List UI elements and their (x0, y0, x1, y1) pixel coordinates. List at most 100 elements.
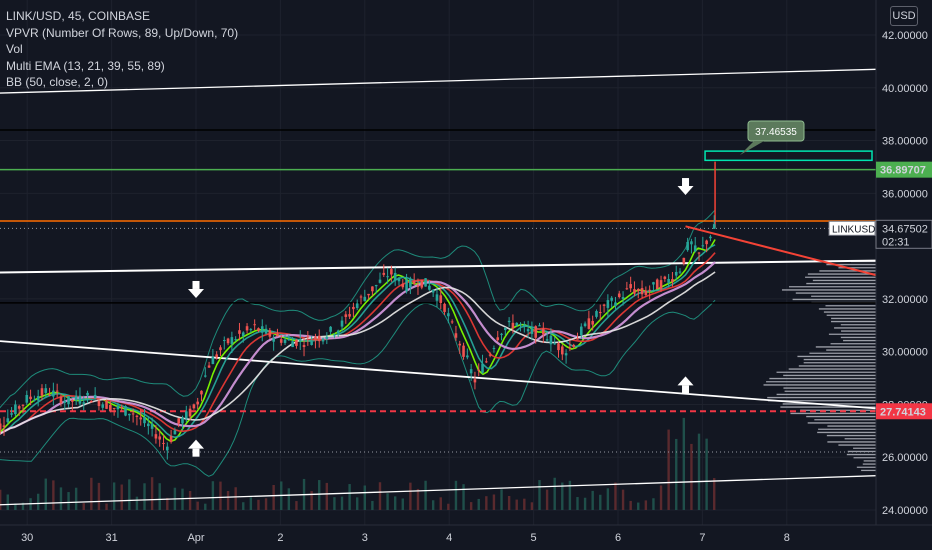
currency-button[interactable]: USD (890, 6, 918, 26)
candle-body (279, 339, 283, 343)
candle-body (644, 290, 648, 295)
red-price-tag-text: 27.74143 (880, 406, 926, 418)
markers (188, 178, 694, 457)
candle-body (302, 345, 306, 348)
candle-body (325, 336, 329, 340)
horizontal-levels (0, 129, 876, 453)
candle-body (390, 269, 393, 275)
legend-vpvr[interactable]: VPVR (Number Of Rows, 89, Up/Down, 70) (6, 25, 239, 40)
candle-body (671, 279, 674, 282)
candle-body (712, 224, 716, 229)
trend-upper-channel (0, 68, 877, 94)
volume-bar (21, 502, 25, 510)
callout-bubble: 37.46535 (740, 120, 805, 155)
legend-ema[interactable]: Multi EMA (13, 21, 39, 55, 89) (6, 58, 165, 73)
candle-body (196, 401, 199, 405)
candle-body (640, 288, 644, 295)
candle-body (401, 283, 405, 288)
candle-body (314, 336, 317, 340)
trend-descending (0, 340, 877, 410)
time-tick-label: Apr (187, 532, 204, 544)
candle-body (276, 333, 279, 337)
candle-body (636, 289, 640, 292)
candle-body (625, 288, 629, 290)
price-axis-bg (876, 0, 932, 550)
candle-body (583, 323, 587, 327)
candle-body (409, 278, 412, 288)
volume-bar (409, 482, 412, 510)
candle-body (226, 338, 230, 344)
arrow-head (677, 376, 694, 386)
candle-body (211, 356, 215, 365)
candle-body (629, 284, 632, 289)
volume-bar (515, 499, 518, 510)
arrow-shaft (192, 280, 200, 289)
volume-bar (188, 490, 192, 510)
volume-bar (644, 500, 648, 510)
candle-body (424, 278, 427, 287)
candle-body (97, 400, 101, 407)
candle-body (538, 325, 541, 327)
volume-bar (287, 488, 291, 510)
candle-body (10, 413, 13, 415)
candle-body (686, 241, 689, 251)
volume-bar (523, 498, 526, 510)
volume-bar (561, 482, 564, 510)
candle-body (90, 400, 93, 403)
candle-body (610, 297, 613, 301)
symbol-tag-bg (828, 220, 876, 236)
arrow-up-marker (677, 376, 694, 394)
candle-body (405, 279, 408, 292)
volume-bar (97, 482, 101, 510)
candle-body (393, 272, 397, 281)
candles (0, 215, 716, 460)
candle-body (663, 276, 667, 279)
candle-body (648, 289, 651, 291)
candle-body (33, 399, 36, 401)
price-axis[interactable]: 42.00000 40.00000 38.00000 36.00000 32.00000… (875, 0, 932, 550)
volume-bar (447, 503, 450, 510)
candle-body (63, 400, 67, 403)
candle-body (511, 322, 515, 329)
price-tick-label: 30.00000 (882, 347, 928, 359)
candle-body (21, 404, 25, 406)
ema21-line (0, 244, 716, 439)
price-tick-label: 26.00000 (882, 452, 928, 464)
volume-bar (333, 497, 336, 510)
candle-body (203, 375, 207, 377)
candle-body (74, 395, 78, 401)
candle-body (169, 436, 173, 443)
candle-body (238, 330, 241, 334)
candle-body (222, 340, 226, 342)
legend-vol[interactable]: Vol (6, 42, 23, 56)
time-axis[interactable]: 30 31 Apr 2 3 4 5 6 7 8 (0, 524, 932, 550)
candle-body (17, 406, 21, 409)
volume-bar (242, 502, 245, 510)
candle-body (245, 326, 249, 331)
candle-body (352, 306, 355, 310)
volume-bar (713, 478, 716, 510)
candle-body (386, 276, 389, 278)
volume-bar (310, 491, 313, 510)
arrow-down-marker (677, 178, 694, 196)
candle-body (310, 341, 313, 345)
legend-symbol[interactable]: LINK/USD, 45, COINBASE (6, 9, 151, 23)
candle-body (701, 245, 705, 247)
candle-body (101, 404, 105, 408)
candle-body (86, 392, 89, 396)
volume-bar (105, 503, 108, 510)
candle-body (272, 338, 275, 342)
candle-body (598, 311, 602, 314)
volume-bar (591, 490, 594, 510)
candle-body (542, 328, 545, 335)
candle-body (564, 353, 568, 356)
volume-bar (196, 501, 199, 510)
candle-body (500, 333, 503, 335)
candle-body (67, 395, 70, 405)
candle-body (234, 339, 237, 341)
volume-bars (0, 417, 716, 510)
time-tick-label: 6 (615, 532, 621, 544)
legend-bb[interactable]: BB (50, close, 2, 0) (6, 75, 109, 89)
candle-body (428, 285, 431, 290)
